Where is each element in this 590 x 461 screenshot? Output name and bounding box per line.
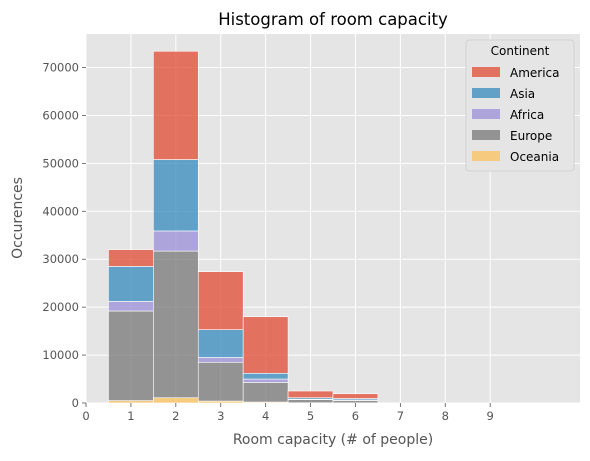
x-tick-label: 0 xyxy=(82,409,89,423)
bar-europe-bin-6 xyxy=(333,400,378,402)
legend-swatch-africa xyxy=(472,109,500,119)
bar-america-bin-3 xyxy=(198,272,243,330)
x-axis-ticks: 0 1 2 3 4 5 6 7 8 9 xyxy=(82,403,494,423)
y-tick-label: 20000 xyxy=(42,300,79,314)
y-tick-label: 60000 xyxy=(42,108,79,122)
legend-label-europe: Europe xyxy=(510,129,552,143)
x-tick-label: 4 xyxy=(262,409,269,423)
chart-title: Histogram of room capacity xyxy=(218,10,448,29)
x-tick-label: 8 xyxy=(442,409,449,423)
bar-america-bin-6 xyxy=(333,394,378,399)
bar-oceania-bin-2 xyxy=(153,398,198,403)
x-tick-label: 3 xyxy=(217,409,224,423)
bar-africa-bin-2 xyxy=(153,231,198,251)
legend: Continent America Asia Africa Europe Oceania xyxy=(466,40,574,171)
x-tick-label: 5 xyxy=(307,409,314,423)
y-tick-label: 10000 xyxy=(42,348,79,362)
legend-swatch-america xyxy=(472,67,500,77)
legend-swatch-europe xyxy=(472,130,500,140)
legend-swatch-oceania xyxy=(472,151,500,161)
y-tick-label: 30000 xyxy=(42,252,79,266)
legend-title: Continent xyxy=(491,44,550,58)
bar-europe-bin-2 xyxy=(153,251,198,398)
x-tick-label: 2 xyxy=(172,409,179,423)
y-tick-label: 0 xyxy=(72,396,79,410)
bar-europe-bin-3 xyxy=(198,362,243,401)
legend-swatch-asia xyxy=(472,88,500,98)
bar-europe-bin-4 xyxy=(243,382,288,402)
bar-africa-bin-1 xyxy=(108,301,153,311)
bar-africa-bin-4 xyxy=(243,379,288,382)
x-tick-label: 1 xyxy=(127,409,134,423)
bar-america-bin-2 xyxy=(153,51,198,159)
y-tick-label: 70000 xyxy=(42,61,79,75)
bar-africa-bin-3 xyxy=(198,357,243,362)
bar-america-bin-5 xyxy=(288,391,333,398)
bar-asia-bin-1 xyxy=(108,266,153,301)
bar-europe-bin-1 xyxy=(108,311,153,401)
y-tick-label: 50000 xyxy=(42,156,79,170)
bar-asia-bin-3 xyxy=(198,330,243,358)
bar-america-bin-4 xyxy=(243,317,288,374)
x-tick-label: 6 xyxy=(352,409,359,423)
x-tick-label: 7 xyxy=(397,409,404,423)
bar-asia-bin-4 xyxy=(243,373,288,379)
legend-label-africa: Africa xyxy=(510,108,544,122)
y-axis-label: Occurences xyxy=(10,177,26,259)
x-tick-label: 9 xyxy=(487,409,494,423)
legend-label-asia: Asia xyxy=(510,87,535,101)
x-axis-label: Room capacity (# of people) xyxy=(233,432,433,448)
legend-label-oceania: Oceania xyxy=(510,150,559,164)
bar-asia-bin-2 xyxy=(153,160,198,231)
bar-america-bin-1 xyxy=(108,250,153,267)
legend-label-america: America xyxy=(510,66,560,80)
bar-europe-bin-5 xyxy=(288,400,333,403)
y-tick-label: 40000 xyxy=(42,204,79,218)
y-axis-ticks: 0 10000 20000 30000 40000 50000 60000 70000 xyxy=(42,61,86,410)
bar-oceania-bin-1 xyxy=(108,401,153,403)
